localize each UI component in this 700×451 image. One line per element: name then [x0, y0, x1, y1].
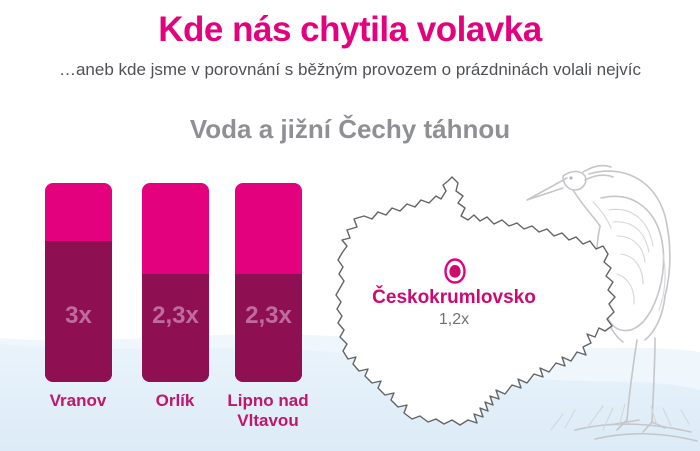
chart-title: Voda a jižní Čechy táhnou [189, 114, 511, 144]
bar-orlik: 2,3x [142, 183, 209, 382]
bar-value-label: 3x [65, 302, 92, 329]
map-location-value: 1,2x [438, 311, 470, 328]
bar-value-label: 2,3x [152, 302, 199, 329]
bar-category-label: Orlík [155, 391, 195, 410]
bar-lipno: 2,3x [235, 183, 302, 382]
bar-value-label: 2,3x [245, 302, 292, 329]
bar-category-label: Vranov [49, 391, 107, 410]
bar-fill-vranov: 3x [45, 241, 112, 382]
bar-vranov: 3x [45, 183, 112, 382]
region-map-outline [335, 176, 616, 426]
map-pin-icon [444, 258, 466, 284]
heron-illustration [526, 164, 698, 442]
bar-fill-lipno: 2,3x [235, 274, 302, 382]
page-subtitle: …aneb kde jsme v porovnání s běžným prov… [58, 60, 642, 79]
bar-category-label: Lipno nad Vltavou [227, 391, 309, 430]
map-location-label: Českokrumlovsko [372, 287, 536, 308]
page-title: Kde nás chytila volavka [158, 10, 542, 49]
bar-fill-orlik: 2,3x [142, 274, 209, 382]
